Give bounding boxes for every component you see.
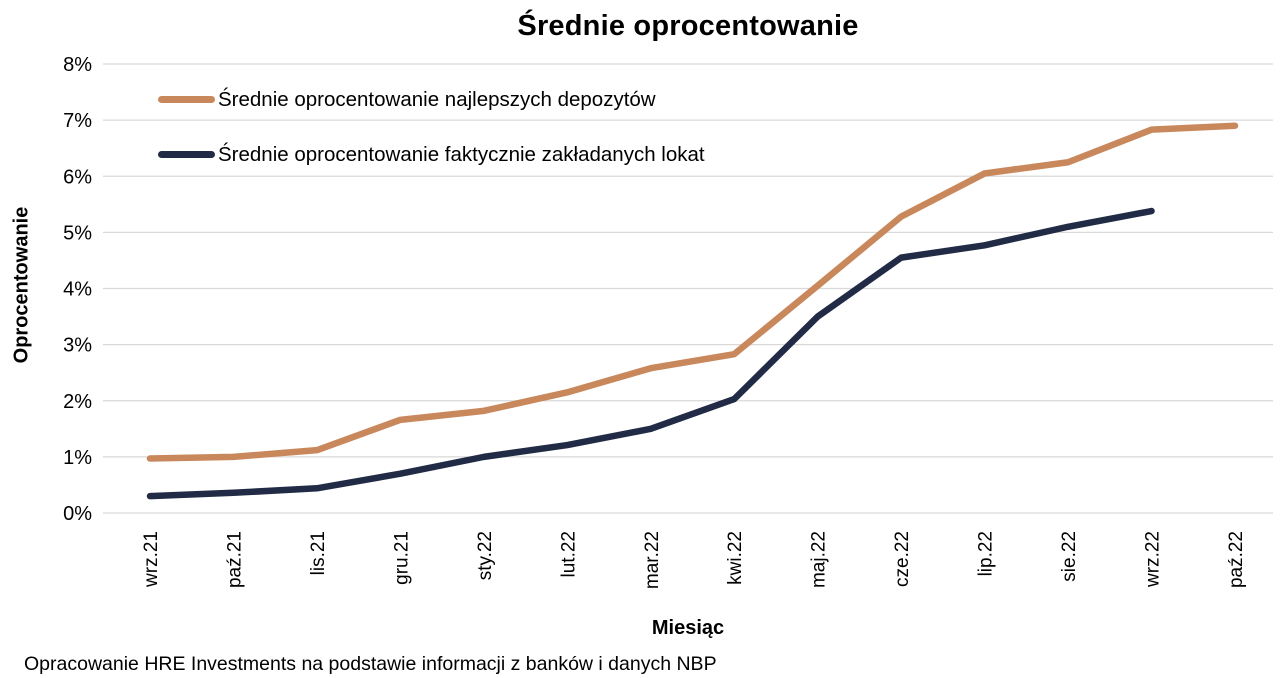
- x-tick-label: cze.22: [892, 531, 913, 587]
- legend-label-actual-deposits: Średnie oprocentowanie faktycznie zakład…: [218, 142, 705, 166]
- x-tick-label: lut.22: [558, 531, 579, 577]
- y-tick-label: 4%: [63, 279, 92, 301]
- x-axis-title: Miesiąc: [651, 617, 725, 639]
- x-tick-label: kwi.22: [725, 531, 746, 585]
- y-tick-labels: 0% 1% 2% 3% 4% 5% 6% 7% 8%: [63, 54, 92, 525]
- y-tick-label: 5%: [63, 222, 92, 244]
- y-tick-label: 3%: [63, 335, 92, 357]
- x-tick-label: sty.22: [475, 531, 496, 580]
- legend: Średnie oprocentowanie najlepszych depoz…: [158, 87, 705, 197]
- x-tick-label: lip.22: [976, 531, 997, 576]
- legend-item-best-deposits: Średnie oprocentowanie najlepszych depoz…: [158, 87, 705, 112]
- legend-label-best-deposits: Średnie oprocentowanie najlepszych depoz…: [218, 87, 656, 111]
- best-deposits-series-swatch-icon: [158, 96, 215, 103]
- x-tick-label: maj.22: [809, 531, 830, 588]
- y-tick-label: 6%: [63, 166, 92, 188]
- x-tick-label: paź.22: [1226, 531, 1247, 588]
- x-tick-label: paź.21: [224, 531, 245, 588]
- gridlines: [103, 63, 1273, 514]
- x-tick-label: gru.21: [391, 531, 412, 585]
- y-tick-label: 8%: [63, 54, 92, 76]
- x-tick-label: lis.21: [308, 531, 329, 575]
- y-tick-label: 2%: [63, 391, 92, 413]
- x-tick-label: mar.22: [642, 531, 663, 589]
- x-tick-label: wrz.22: [1143, 531, 1164, 588]
- series-line-1: [146, 207, 1155, 500]
- actual-deposits-series-swatch-icon: [158, 151, 215, 158]
- x-tick-label: wrz.21: [141, 531, 162, 588]
- source-note: Opracowanie HRE Investments na podstawie…: [24, 653, 717, 675]
- chart-title: Średnie oprocentowanie: [517, 10, 859, 42]
- x-tick-label: sie.22: [1059, 531, 1080, 582]
- y-tick-label: 0%: [63, 503, 92, 525]
- series-line-0: [146, 122, 1239, 462]
- series-lines: [146, 122, 1239, 500]
- x-tick-labels: wrz.21 paź.21 lis.21 gru.21 sty.22 lut.22 mar.…: [141, 531, 1247, 589]
- legend-item-actual-deposits: Średnie oprocentowanie faktycznie zakład…: [158, 142, 705, 167]
- y-tick-label: 7%: [63, 110, 92, 132]
- y-tick-label: 1%: [63, 447, 92, 469]
